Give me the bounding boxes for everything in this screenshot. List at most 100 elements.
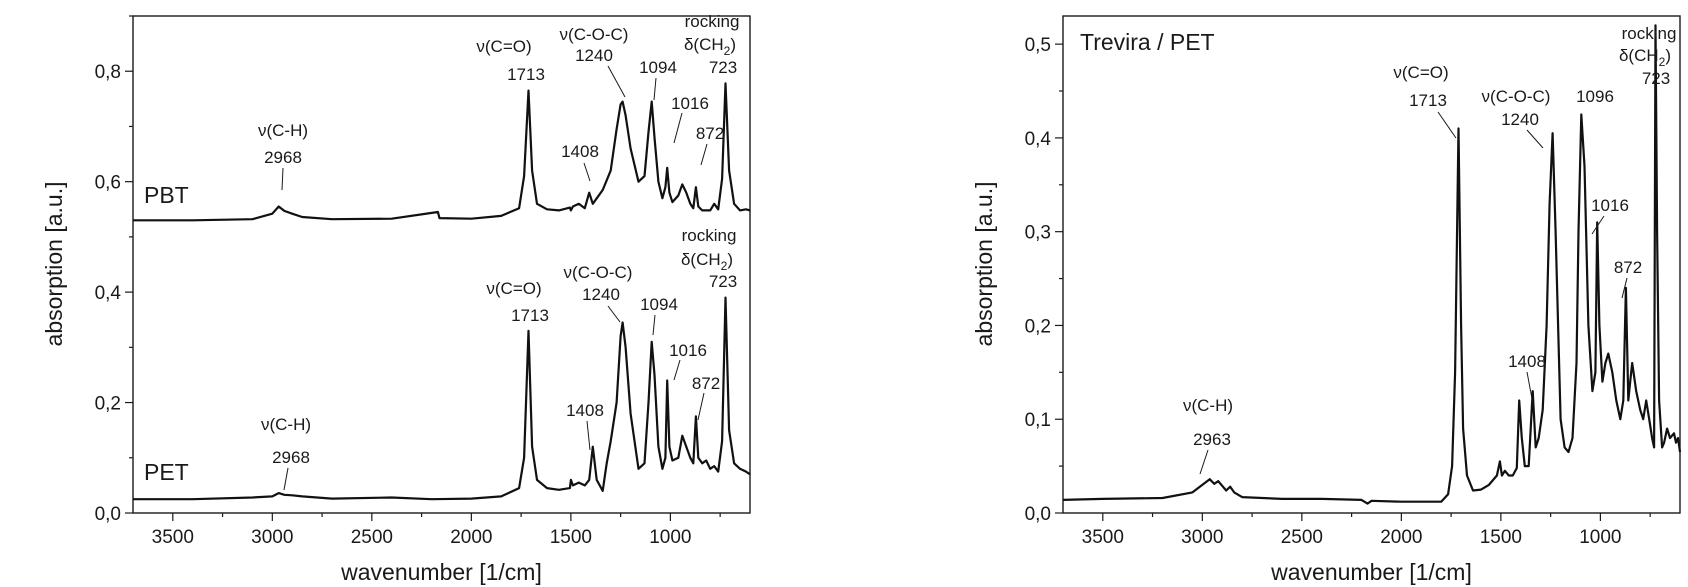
pet-coc-value: 1240 (582, 285, 620, 304)
trevira-coc-value: 1240 (1501, 110, 1539, 129)
pet-872-leader (697, 392, 705, 421)
pet-delta-ch2-sub: 2 (721, 259, 728, 273)
pet-delta-ch2: δ(CH2) (681, 250, 733, 273)
x-tick-label: 3000 (251, 527, 293, 548)
pbt-coc-leader (607, 65, 626, 98)
pbt-delta-ch2: δ(CH2) (684, 35, 736, 58)
y-tick-label: 0,4 (1025, 129, 1052, 150)
y-tick-label: 0,2 (1025, 316, 1051, 337)
left-plot-frame (132, 15, 751, 514)
pet-ch-name: ν(C-H) (261, 415, 311, 434)
trevira-annotations: ν(C-H) 2963 ν(C=O) 1713 ν(C-O-C) 1240 10… (1183, 24, 1677, 475)
pet-co-value: 1713 (511, 306, 549, 325)
right-x-ticks: 3500 3000 2500 2000 1500 1000 (1082, 513, 1651, 548)
y-tick-label: 0,6 (95, 173, 121, 194)
trevira-872-leader (1621, 277, 1628, 299)
y-tick-label: 0,8 (95, 62, 121, 83)
x-tick-label: 3500 (152, 527, 194, 548)
pet-1094: 1094 (640, 295, 678, 314)
y-tick-label: 0,0 (1025, 504, 1051, 525)
series-line-spectrum (1062, 24, 1682, 505)
pet-co-name: ν(C=O) (486, 279, 541, 298)
trevira-delta-ch2-close: ) (1665, 46, 1671, 65)
left-x-axis-title: wavenumber [1/cm] (340, 559, 542, 585)
pbt-ch-value: 2968 (264, 148, 302, 167)
pet-1016-leader (673, 359, 681, 381)
x-tick-label: 3500 (1082, 527, 1124, 548)
left-chart: 3500 3000 2500 2000 1500 1000 0,0 0,2 0,4 0,6 0,8… (41, 12, 751, 585)
y-tick-label: 0,4 (95, 283, 122, 304)
right-chart-title: Trevira / PET (1080, 29, 1215, 55)
pet-ch-value: 2968 (272, 448, 310, 467)
y-tick-label: 0,0 (95, 504, 121, 525)
trevira-1096: 1096 (1576, 87, 1614, 106)
pet-coc-leader (607, 305, 621, 323)
pbt-delta-ch2-sub: 2 (724, 44, 731, 58)
trevira-1016-leader (1591, 215, 1605, 235)
series-line-pbt (133, 82, 751, 222)
trevira-co-name: ν(C=O) (1393, 63, 1448, 82)
trevira-co-value: 1713 (1409, 91, 1447, 110)
pet-coc-name: ν(C-O-C) (564, 263, 633, 282)
trevira-ch-leader (1199, 449, 1209, 475)
trevira-coc-name: ν(C-O-C) (1482, 87, 1551, 106)
pbt-1016-leader (673, 112, 683, 144)
pbt-ch-leader (281, 167, 284, 191)
trevira-delta-ch2-sub: 2 (1659, 55, 1666, 69)
pbt-delta-ch2-close: ) (730, 35, 736, 54)
pet-872: 872 (692, 374, 720, 393)
x-tick-label: 3000 (1181, 527, 1223, 548)
pbt-co-name: ν(C=O) (476, 37, 531, 56)
y-tick-label: 0,3 (1025, 223, 1051, 244)
pet-1408: 1408 (566, 401, 604, 420)
x-tick-label: 2500 (351, 527, 393, 548)
left-x-ticks: 3500 3000 2500 2000 1500 1000 (152, 513, 721, 548)
y-tick-label: 0,5 (1025, 35, 1051, 56)
pet-delta-ch2-close: ) (727, 250, 733, 269)
pbt-1094-leader (653, 77, 657, 101)
trevira-coc-leader (1526, 129, 1544, 149)
pet-annotations: ν(C-H) 2968 ν(C=O) 1713 ν(C-O-C) 1240 10… (261, 226, 737, 491)
left-y-axis-title: absorption [a.u.] (41, 182, 67, 347)
pet-delta-ch2-main: δ(CH (681, 250, 721, 269)
x-tick-label: 2000 (450, 527, 492, 548)
pbt-annotations: ν(C-H) 2968 ν(C=O) 1713 ν(C-O-C) 1240 10… (258, 12, 740, 191)
y-tick-label: 0,1 (1025, 410, 1051, 431)
trevira-co-leader (1437, 111, 1457, 139)
pet-1016: 1016 (669, 341, 707, 360)
trevira-delta-ch2-main: δ(CH (1619, 46, 1659, 65)
pbt-coc-value: 1240 (575, 46, 613, 65)
pbt-1016: 1016 (671, 94, 709, 113)
pbt-co-value: 1713 (507, 65, 545, 84)
trevira-delta-ch2: δ(CH2) (1619, 46, 1671, 69)
trevira-1408-leader (1526, 371, 1534, 405)
trevira-872: 872 (1614, 258, 1642, 277)
trevira-1408: 1408 (1508, 352, 1546, 371)
right-y-axis-title: absorption [a.u.] (971, 182, 997, 347)
pbt-1408-leader (583, 162, 591, 182)
x-tick-label: 1000 (1579, 527, 1621, 548)
pbt-872-leader (700, 143, 708, 166)
pbt-723: 723 (709, 58, 737, 77)
x-tick-label: 1500 (550, 527, 592, 548)
pet-1408-leader (586, 420, 591, 451)
pet-ch-leader (283, 467, 289, 491)
pet-1094-leader (652, 314, 656, 336)
panel-label-pet: PET (144, 459, 189, 485)
left-series (133, 82, 751, 501)
pet-723: 723 (709, 272, 737, 291)
trevira-ch-name: ν(C-H) (1183, 396, 1233, 415)
trevira-rocking: rocking (1622, 24, 1677, 43)
x-tick-label: 2500 (1281, 527, 1323, 548)
pbt-ch-name: ν(C-H) (258, 121, 308, 140)
right-plot-frame (1062, 15, 1681, 514)
series-line-pet (133, 296, 751, 501)
right-chart: 3500 3000 2500 2000 1500 1000 0,0 0,1 0,2 0,3 0,4… (971, 15, 1682, 585)
panel-label-pbt: PBT (144, 182, 189, 208)
x-tick-label: 2000 (1380, 527, 1422, 548)
pbt-rocking: rocking (685, 12, 740, 31)
right-series (1062, 24, 1682, 505)
pbt-872: 872 (696, 124, 724, 143)
right-x-axis-title: wavenumber [1/cm] (1270, 559, 1472, 585)
